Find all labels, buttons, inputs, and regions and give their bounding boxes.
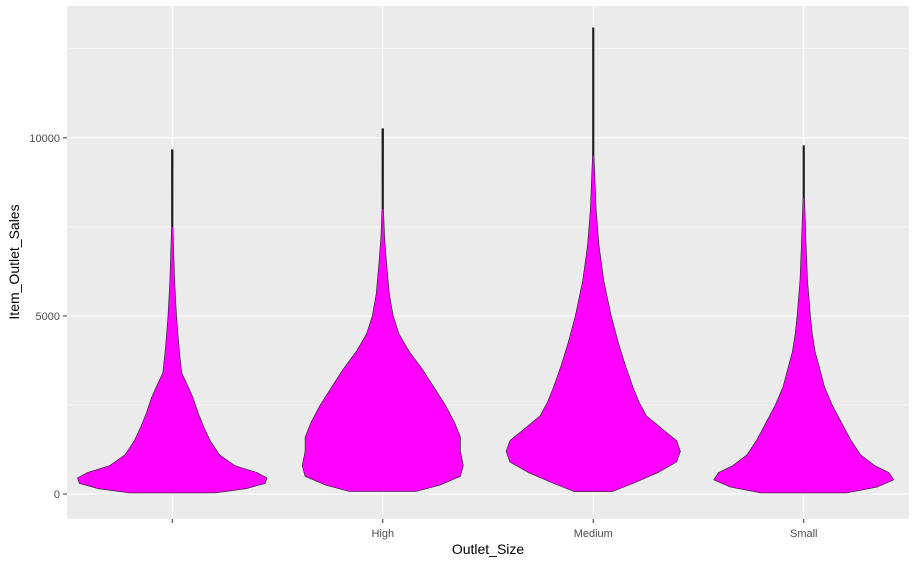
violin-shape — [713, 145, 894, 494]
x-tick-label: Medium — [574, 528, 613, 540]
x-tick-label: High — [371, 528, 394, 540]
y-tick-label: 0 — [54, 489, 60, 501]
violin-shape — [505, 27, 681, 492]
y-tick-label: 5000 — [36, 311, 60, 323]
y-axis-ticks: 0 5000 10000 — [29, 133, 67, 501]
violin-shape — [77, 149, 268, 494]
x-axis-ticks: High Medium Small — [171, 519, 818, 540]
violins — [77, 27, 894, 494]
violin-shape — [301, 128, 464, 492]
y-tick-label: 10000 — [29, 133, 60, 145]
y-axis-title: Item_Outlet_Sales — [6, 204, 22, 319]
x-axis-title: Outlet_Size — [452, 541, 525, 557]
x-tick-label: Small — [790, 528, 818, 540]
